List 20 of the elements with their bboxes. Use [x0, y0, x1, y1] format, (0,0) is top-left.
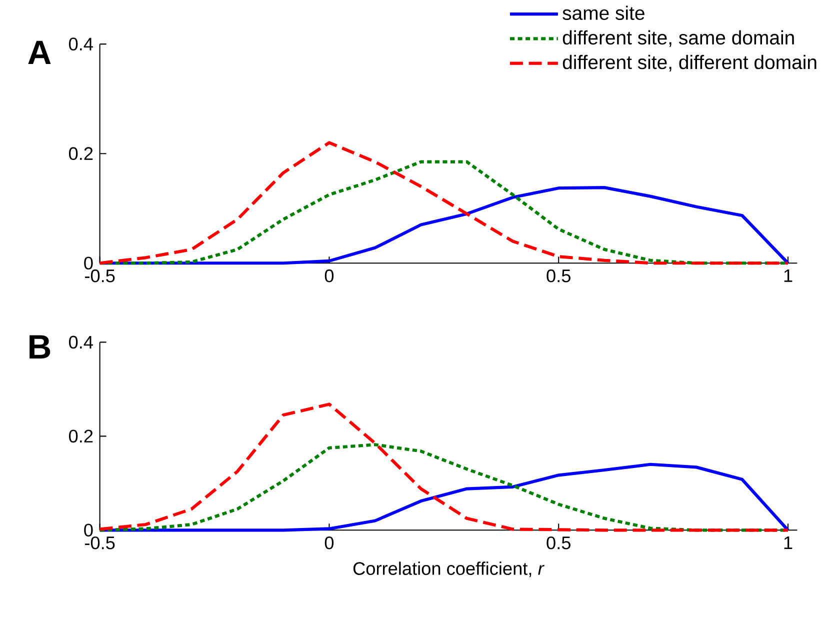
- x-tick-label: 1: [784, 536, 792, 549]
- y-tick-label: 0.2: [68, 430, 93, 443]
- x-tick-label: 0.5: [546, 269, 570, 282]
- chart-title: B: [30, 335, 50, 358]
- legend-label: different site, different domain: [562, 54, 816, 72]
- x-tick-label: 0.5: [546, 536, 570, 550]
- y-tick-label: 0: [84, 524, 93, 537]
- x-tick-label: 1: [784, 269, 792, 282]
- x-tick-label: 0: [324, 269, 334, 282]
- x-tick-label: -0.5: [84, 269, 115, 282]
- legend-label: same site: [562, 6, 644, 20]
- legend-label: different site, same domain: [562, 30, 794, 47]
- y-tick-label: 0.4: [68, 38, 93, 50]
- y-tick-label: 0.4: [68, 336, 93, 349]
- x-tick-label: 0: [324, 536, 334, 550]
- y-tick-label: 0.2: [68, 147, 93, 160]
- x-tick-label: -0.5: [84, 536, 115, 550]
- x-axis-title: Correlation coefficient, r: [353, 562, 544, 578]
- y-tick-label: 0: [84, 256, 93, 270]
- chart-title: A: [28, 40, 51, 64]
